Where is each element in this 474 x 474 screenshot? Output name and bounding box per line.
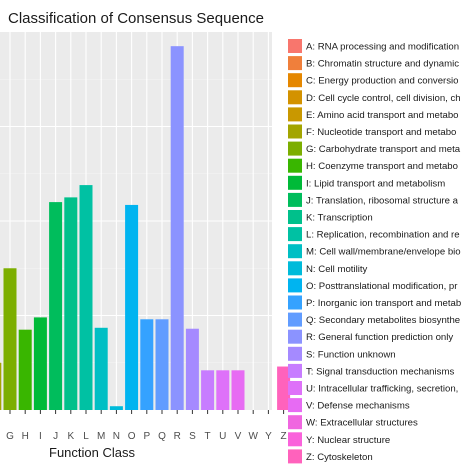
- x-tick-label: V: [235, 431, 242, 442]
- bar-I: [33, 317, 47, 410]
- x-tick-label: Z: [281, 431, 287, 442]
- legend-label: S: Function unknown: [306, 349, 396, 360]
- legend-key: [288, 363, 302, 378]
- legend-key: [288, 381, 302, 395]
- legend-label: U: Intracellular trafficking, secretion,: [306, 384, 458, 395]
- legend-label: Q: Secondary metabolites biosynthe: [306, 315, 460, 326]
- legend-label: K: Transcription: [306, 213, 373, 224]
- legend-key: [288, 432, 302, 447]
- legend-key: [288, 278, 302, 293]
- legend-key: [288, 346, 302, 361]
- bar-M: [94, 327, 108, 410]
- chart-title: Classification of Consensus Sequence: [8, 10, 264, 27]
- legend-label: T: Signal transduction mechanisms: [306, 366, 454, 377]
- legend-key: [288, 329, 302, 344]
- legend-label: B: Chromatin structure and dynamic: [306, 59, 459, 70]
- legend-key: [288, 56, 302, 71]
- bar-N: [109, 406, 123, 410]
- x-tick-label: T: [205, 431, 211, 442]
- legend-label: G: Carbohydrate transport and meta: [306, 144, 461, 155]
- bar-R: [170, 46, 184, 411]
- x-tick-label: U: [219, 431, 226, 442]
- legend-key: [288, 73, 302, 88]
- legend-label: L: Replication, recombination and re: [306, 230, 460, 241]
- legend-label: P: Inorganic ion transport and metab: [306, 298, 461, 309]
- bar-K: [64, 197, 78, 410]
- legend-label: A: RNA processing and modification: [306, 42, 459, 53]
- x-tick-label: N: [113, 431, 120, 442]
- x-axis-label: Function Class: [49, 445, 135, 460]
- legend-label: C: Energy production and conversio: [306, 76, 459, 87]
- legend-key: [288, 227, 302, 242]
- legend-label: F: Nucleotide transport and metabo: [306, 127, 456, 138]
- bar-J: [49, 202, 63, 410]
- bar-Q: [155, 319, 169, 410]
- x-tick-label: M: [97, 431, 105, 442]
- legend-key: [288, 415, 302, 430]
- legend-key: [288, 312, 302, 327]
- bar-L: [79, 185, 93, 410]
- bars: [0, 46, 291, 411]
- legend-label: H: Coenzyme transport and metabo: [306, 161, 458, 172]
- bar-T: [201, 370, 215, 410]
- legend-key: [288, 124, 302, 139]
- x-tick-label: G: [6, 431, 14, 442]
- legend-label: O: Posttranslational modification, pr: [306, 281, 458, 292]
- legend-key: [288, 90, 302, 105]
- legend-label: I: Lipid transport and metabolism: [306, 178, 445, 189]
- legend-label: R: General function prediction only: [306, 332, 453, 343]
- bar-U: [216, 370, 230, 410]
- legend-label: E: Amino acid transport and metabo: [306, 110, 459, 121]
- bar-S: [185, 328, 199, 410]
- x-tick-label: R: [174, 431, 181, 442]
- bar-F: [0, 362, 2, 410]
- x-tick-label: Y: [265, 431, 272, 442]
- x-tick-label: O: [128, 431, 136, 442]
- legend-key: [288, 210, 302, 224]
- legend-key: [288, 449, 302, 464]
- legend-key: [288, 192, 302, 207]
- x-tick-label: I: [39, 431, 42, 442]
- bar-Z: [277, 366, 291, 410]
- legend: A: RNA processing and modification B: Chr…: [288, 39, 461, 464]
- bar-V: [231, 370, 245, 410]
- legend-label: W: Extracellular structures: [306, 418, 418, 429]
- legend-label: Z: Cytoskeleton: [306, 452, 373, 463]
- bar-H: [18, 329, 32, 410]
- legend-key: [288, 175, 302, 190]
- legend-key: [288, 39, 302, 53]
- bar-G: [3, 268, 17, 410]
- legend-label: Y: Nuclear structure: [306, 435, 390, 446]
- legend-key: [288, 295, 302, 310]
- legend-key: [288, 141, 302, 156]
- x-tick-label: H: [22, 431, 29, 442]
- legend-key: [288, 107, 302, 122]
- legend-label: N: Cell motility: [306, 264, 368, 275]
- legend-key: [288, 398, 302, 413]
- legend-key: [288, 244, 302, 259]
- bar-O: [125, 204, 139, 410]
- x-tick-label: J: [53, 431, 58, 442]
- x-tick-label: Q: [158, 431, 166, 442]
- legend-key: [288, 158, 302, 173]
- x-tick-label: S: [189, 431, 196, 442]
- legend-label: D: Cell cycle control, cell division, ch: [306, 93, 461, 104]
- x-tick-label: L: [83, 431, 89, 442]
- legend-label: V: Defense mechanisms: [306, 401, 410, 412]
- legend-label: M: Cell wall/membrane/envelope bio: [306, 247, 461, 258]
- bar-P: [140, 319, 154, 410]
- x-tick-label: W: [248, 431, 258, 442]
- x-tick-label: P: [143, 431, 150, 442]
- legend-label: J: Translation, ribosomal structure a: [306, 195, 459, 206]
- x-tick-label: K: [67, 431, 74, 442]
- legend-key: [288, 261, 302, 276]
